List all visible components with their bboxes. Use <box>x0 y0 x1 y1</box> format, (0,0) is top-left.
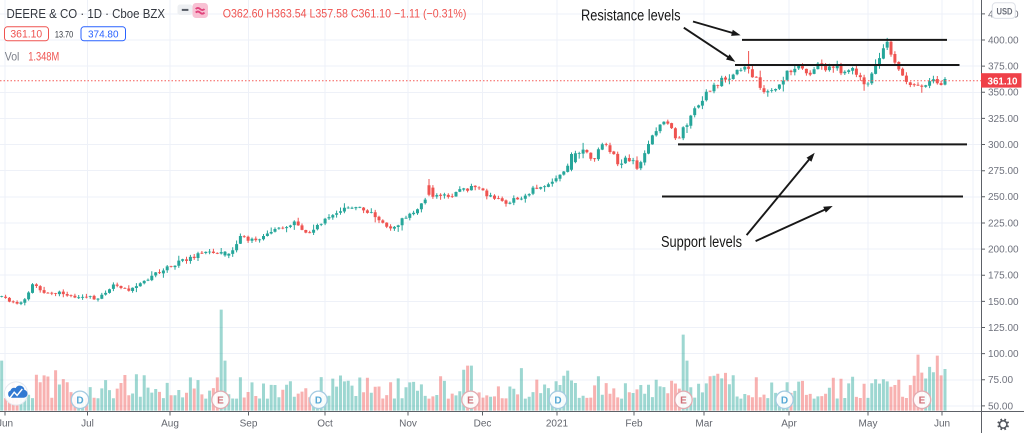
svg-text:Oct: Oct <box>317 419 333 430</box>
svg-text:175.00: 175.00 <box>988 271 1019 282</box>
svg-text:E: E <box>680 395 687 406</box>
svg-text:Jun: Jun <box>0 419 13 430</box>
svg-text:USD: USD <box>997 6 1013 17</box>
svg-text:300.00: 300.00 <box>988 140 1019 151</box>
svg-text:Resistance levels: Resistance levels <box>581 8 681 25</box>
svg-text:Aug: Aug <box>161 419 179 430</box>
svg-text:361.10: 361.10 <box>10 29 42 41</box>
svg-text:225.00: 225.00 <box>988 218 1019 229</box>
svg-text:13.70: 13.70 <box>55 29 73 39</box>
svg-text:150.00: 150.00 <box>988 297 1019 308</box>
svg-text:May: May <box>859 419 878 430</box>
svg-text:Support levels: Support levels <box>661 234 742 251</box>
svg-text:250.00: 250.00 <box>988 192 1019 203</box>
svg-text:100.00: 100.00 <box>988 349 1019 360</box>
svg-text:350.00: 350.00 <box>988 88 1019 99</box>
svg-text:Sep: Sep <box>240 419 258 430</box>
svg-text:Apr: Apr <box>781 419 797 430</box>
svg-text:E: E <box>467 395 474 406</box>
svg-text:Mar: Mar <box>695 419 713 430</box>
svg-text:D: D <box>781 395 788 406</box>
svg-text:2021: 2021 <box>546 419 569 430</box>
svg-text:1.348M: 1.348M <box>28 50 59 64</box>
svg-text:D: D <box>554 395 561 406</box>
svg-text:50.00: 50.00 <box>988 401 1013 412</box>
svg-text:Vol: Vol <box>5 50 20 64</box>
svg-text:Feb: Feb <box>625 419 643 430</box>
svg-text:DEERE & CO · 1D · Cboe BZX: DEERE & CO · 1D · Cboe BZX <box>7 6 166 21</box>
svg-text:O362.60 H363.54 L357.58 C361.1: O362.60 H363.54 L357.58 C361.10 −1.11 (−… <box>223 6 467 20</box>
svg-text:Jul: Jul <box>81 419 94 430</box>
svg-text:400.00: 400.00 <box>988 35 1019 46</box>
svg-text:200.00: 200.00 <box>988 245 1019 256</box>
svg-text:E: E <box>217 395 224 406</box>
svg-text:275.00: 275.00 <box>988 166 1019 177</box>
svg-text:Jun: Jun <box>934 419 950 430</box>
svg-text:325.00: 325.00 <box>988 114 1019 125</box>
svg-text:361.10: 361.10 <box>988 76 1018 87</box>
svg-text:75.00: 75.00 <box>988 375 1013 386</box>
svg-text:Dec: Dec <box>474 419 492 430</box>
svg-text:E: E <box>919 395 926 406</box>
svg-text:D: D <box>315 395 322 406</box>
svg-text:D: D <box>76 395 83 406</box>
svg-text:125.00: 125.00 <box>988 323 1019 334</box>
svg-text:375.00: 375.00 <box>988 62 1019 73</box>
svg-text:Nov: Nov <box>399 419 417 430</box>
svg-text:374.80: 374.80 <box>88 29 119 41</box>
